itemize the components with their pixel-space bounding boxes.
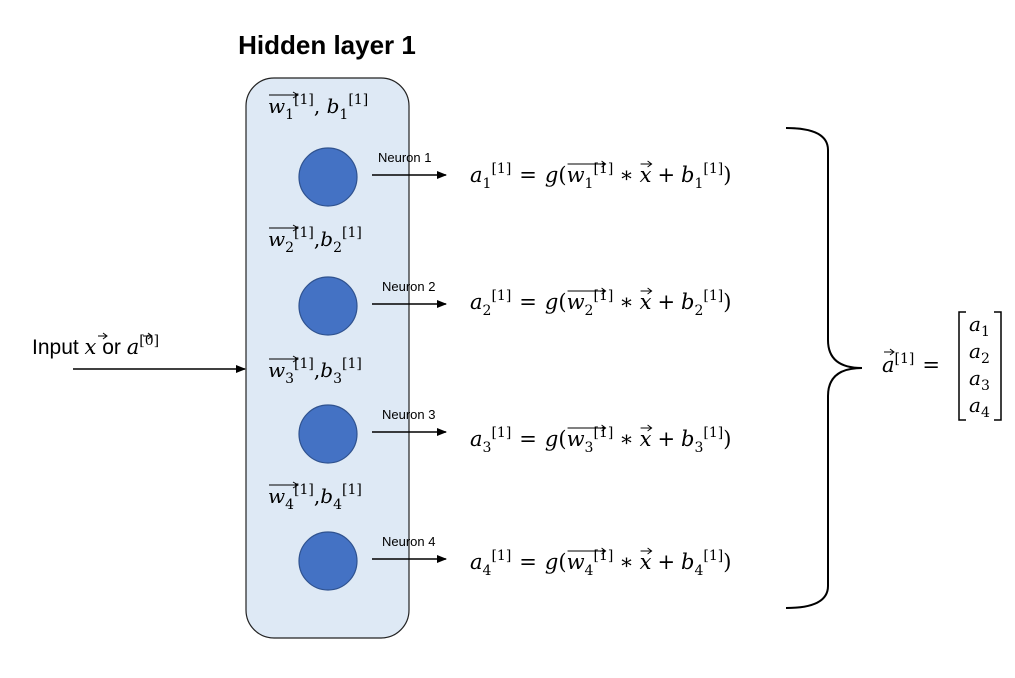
svg-text:a[1]=: a[1] = [882,351,940,377]
neuron-equation: a4[1] = g(w4[1] ∗ x + b4[1]) [470,548,731,579]
neuron-label: Neuron 2 [382,279,435,294]
neuron-params: w2[1],b2[1] [268,225,362,256]
neuron-1-circle [298,147,358,207]
neuron-row-1: w1[1], b1[1] Neuron 1 a1[1] = g(w1[1] ∗ x + b1[1… [268,91,731,207]
right-bracket [994,311,1002,421]
vector-entry-3: a3 [969,366,990,394]
neurons-group: w1[1], b1[1] Neuron 1 a1[1] = g(w1[1] ∗ x + b1[1… [268,91,731,591]
neuron-row-3: w3[1],b3[1] Neuron 3 a3[1] = g(w3[1] ∗ x + b3[1]… [268,355,731,464]
left-bracket [958,311,966,421]
neuron-params: w1[1], b1[1] [268,92,368,123]
vector-entry-4: a4 [969,393,990,421]
input-a-symbol: a [127,335,140,359]
neuron-2-circle [298,276,358,336]
neuron-label: Neuron 1 [378,150,431,165]
output-brace [785,127,863,609]
neuron-params: w3[1],b3[1] [268,356,362,387]
neuron-equation: a2[1] = g(w2[1] ∗ x + b2[1]) [470,288,731,319]
neuron-row-4: w4[1],b4[1] Neuron 4 a4[1] = g(w4[1] ∗ x + b4[1]… [268,481,731,591]
neuron-row-2: w2[1],b2[1] Neuron 2 a2[1] = g(w2[1] ∗ x + b2[1]… [268,224,731,336]
neuron-label: Neuron 3 [382,407,435,422]
vector-entry-1: a1 [969,312,990,340]
neuron-4-circle [298,531,358,591]
layer-title: Hidden layer 1 [238,30,416,60]
hidden-layer-box [245,77,410,639]
neuron-3-circle [298,404,358,464]
neuron-label: Neuron 4 [382,534,435,549]
neuron-equation: a1[1] = g(w1[1] ∗ x + b1[1]) [470,161,731,192]
neuron-params: w4[1],b4[1] [268,482,362,513]
svg-text:Input x or a[0]: Input x or a[0] [32,333,159,359]
input-x-symbol: x [85,335,97,359]
output-a-symbol: a [882,353,895,377]
vector-entry-2: a2 [969,339,990,367]
neuron-equation: a3[1] = g(w3[1] ∗ x + b3[1]) [470,425,731,456]
input-label: Input x or a[0] [32,332,159,359]
